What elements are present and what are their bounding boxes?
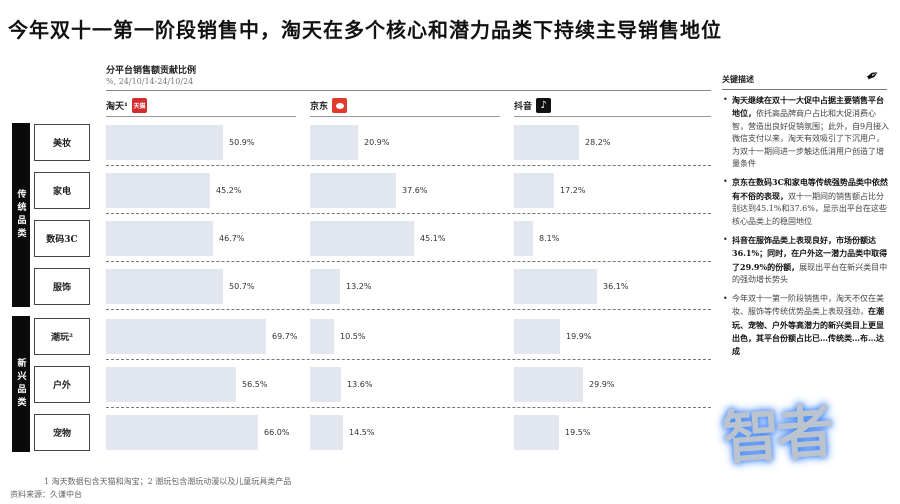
bar bbox=[106, 125, 223, 160]
watermark: 智者 bbox=[720, 397, 833, 473]
value-label: 19.5% bbox=[565, 428, 591, 437]
bar bbox=[310, 125, 358, 160]
bar bbox=[514, 319, 560, 354]
value-label: 50.7% bbox=[229, 282, 255, 291]
chart-title: 分平台销售额贡献比例 bbox=[106, 66, 197, 76]
value-label: 10.5% bbox=[340, 332, 366, 341]
bar bbox=[514, 221, 533, 256]
platform-header-jd: 京东 bbox=[310, 95, 500, 117]
group-label-traditional: 传统品类 bbox=[12, 123, 30, 307]
value-label: 46.7% bbox=[219, 234, 245, 243]
bar bbox=[310, 269, 340, 304]
bullet-item: 抖音在服饰品类上表现良好，市场份额达36.1%；同时，在户外这一潜力品类中取得了… bbox=[722, 234, 890, 287]
bullet-item: 京东在数码3C和家电等传统强势品类中依然有不俗的表现，双十一期间的销售额占比分别… bbox=[722, 176, 890, 228]
row-divider bbox=[106, 309, 711, 310]
key-description-heading: 关键描述 bbox=[722, 74, 887, 90]
row-divider bbox=[106, 359, 711, 360]
value-label: 45.1% bbox=[420, 234, 446, 243]
row-divider bbox=[106, 261, 711, 262]
bar bbox=[310, 221, 414, 256]
value-label: 19.9% bbox=[566, 332, 592, 341]
value-label: 37.6% bbox=[402, 186, 428, 195]
value-label: 45.2% bbox=[216, 186, 242, 195]
category-label: 潮玩² bbox=[34, 318, 90, 355]
value-label: 29.9% bbox=[589, 380, 615, 389]
value-label: 66.0% bbox=[264, 428, 290, 437]
group-label-emerging: 新兴品类 bbox=[12, 316, 30, 452]
value-label: 8.1% bbox=[539, 234, 560, 243]
divider bbox=[106, 90, 711, 91]
platform-header-douyin: 抖音 ♪ bbox=[514, 95, 711, 117]
value-label: 50.9% bbox=[229, 138, 255, 147]
value-label: 36.1% bbox=[603, 282, 629, 291]
bullet-item: 淘天继续在双十一大促中占据主要销售平台地位，依托高品牌商户占比和大促消费心智，营… bbox=[722, 94, 890, 170]
value-label: 28.2% bbox=[585, 138, 611, 147]
category-label: 宠物 bbox=[34, 414, 90, 451]
bar bbox=[106, 367, 236, 402]
bar bbox=[514, 415, 559, 450]
category-label: 户外 bbox=[34, 366, 90, 403]
bar bbox=[106, 319, 266, 354]
bar bbox=[514, 173, 554, 208]
chart-subtitle: %, 24/10/14-24/10/24 bbox=[106, 77, 194, 86]
value-label: 69.7% bbox=[272, 332, 298, 341]
category-label: 数码3C bbox=[34, 220, 90, 257]
bar bbox=[514, 367, 583, 402]
value-label: 56.5% bbox=[242, 380, 268, 389]
value-label: 13.2% bbox=[346, 282, 372, 291]
row-divider bbox=[106, 407, 711, 408]
source-note: 资料来源：久谦中台 bbox=[10, 490, 82, 499]
bar bbox=[106, 173, 210, 208]
value-label: 17.2% bbox=[560, 186, 586, 195]
douyin-logo-icon: ♪ bbox=[536, 98, 552, 113]
tmall-logo-icon: 天猫 bbox=[131, 98, 147, 113]
platform-header-taotian: 淘天¹ 天猫 bbox=[106, 95, 296, 117]
bar bbox=[514, 269, 597, 304]
row-divider bbox=[106, 213, 711, 214]
bar bbox=[514, 125, 579, 160]
bar bbox=[310, 367, 341, 402]
key-description-list: 淘天继续在双十一大促中占据主要销售平台地位，依托高品牌商户占比和大促消费心智，营… bbox=[722, 94, 890, 365]
category-label: 美妆 bbox=[34, 124, 90, 161]
row-divider bbox=[106, 165, 711, 166]
bar bbox=[310, 173, 396, 208]
bullet-item: 今年双十一第一阶段销售中，淘天不仅在美妆、服饰等传统优势品类上表现强劲，在潮玩、… bbox=[722, 293, 890, 359]
bar bbox=[106, 269, 223, 304]
bar bbox=[310, 319, 334, 354]
jd-logo-icon bbox=[332, 98, 348, 113]
platform-name: 京东 bbox=[310, 102, 329, 112]
value-label: 14.5% bbox=[349, 428, 375, 437]
value-label: 13.6% bbox=[347, 380, 373, 389]
value-label: 20.9% bbox=[364, 138, 390, 147]
bar bbox=[106, 221, 213, 256]
bar bbox=[310, 415, 343, 450]
page-title: 今年双十一第一阶段销售中，淘天在多个核心和潜力品类下持续主导销售地位 bbox=[8, 18, 722, 42]
category-label: 服饰 bbox=[34, 268, 90, 305]
platform-name: 淘天¹ bbox=[106, 102, 128, 112]
bar bbox=[106, 415, 258, 450]
category-label: 家电 bbox=[34, 172, 90, 209]
platform-name: 抖音 bbox=[514, 102, 533, 112]
footnote: 1 淘天数据包含天猫和淘宝；2 潮玩包含潮玩动漫以及儿童玩具类产品 bbox=[44, 477, 292, 486]
